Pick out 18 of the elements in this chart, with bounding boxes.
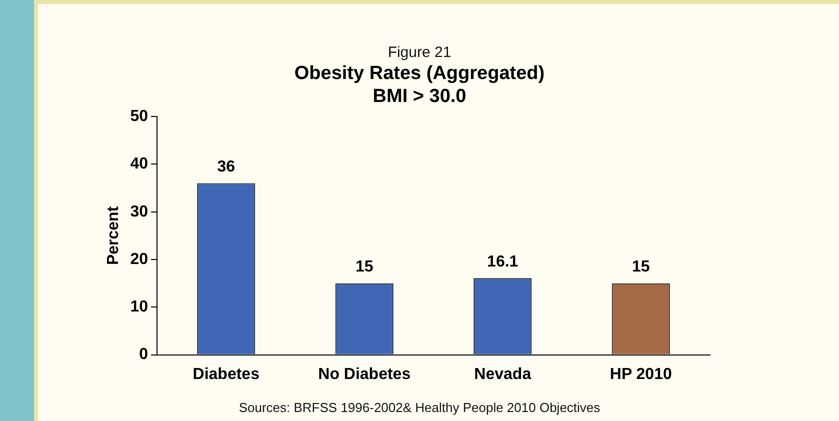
data-label: 15 [632,258,650,276]
y-tick-label: 40 [130,156,148,173]
data-label: 15 [355,258,374,276]
chart-title: Obesity Rates (Aggregated) BMI > 30.0 [293,62,546,108]
data-label: 16.1 [487,254,518,271]
x-tick-label: No Diabetes [318,366,411,383]
y-axis-title: Percent [105,206,122,266]
y-tick-label: 0 [139,346,148,364]
x-tick-label: Nevada [474,366,532,383]
y-tick-label: 30 [130,203,148,220]
y-tick-label: 10 [130,298,148,316]
x-tick-label: HP 2010 [610,366,672,383]
y-tick-label: 50 [130,108,148,126]
source-note: Sources: BRFSS 1996-2002& Healthy People 2010 Objectives [238,400,602,415]
x-tick-label: Diabetes [192,366,260,383]
data-label: 36 [217,158,236,176]
y-tick-label: 20 [130,250,148,268]
chart-subtitle: Figure 21 [386,44,452,61]
